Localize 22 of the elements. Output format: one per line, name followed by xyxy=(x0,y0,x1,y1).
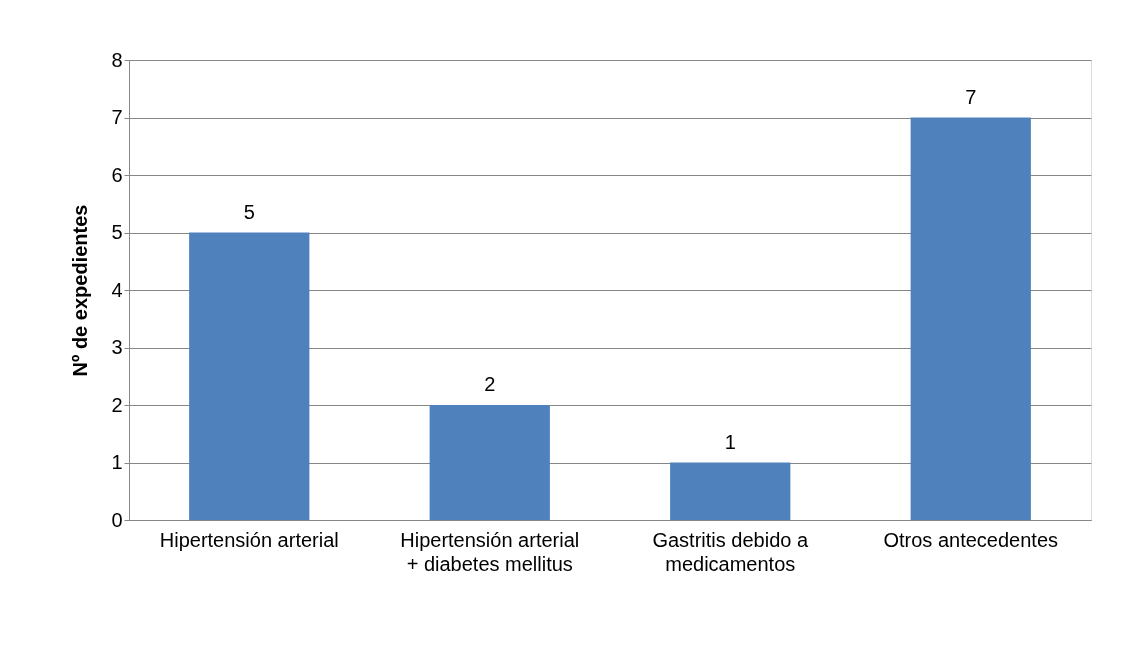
data-label: 7 xyxy=(965,85,977,108)
x-tick-label: Hipertensión arterial xyxy=(159,528,339,551)
y-tick-label: 0 xyxy=(111,508,123,531)
y-tick-label: 4 xyxy=(111,278,123,301)
bar xyxy=(189,232,310,520)
bar xyxy=(670,462,791,520)
y-tick-label: 6 xyxy=(111,163,123,186)
bar xyxy=(429,405,550,520)
x-tick-label: Gastritis debido a medicamentos xyxy=(652,528,809,575)
bar xyxy=(910,117,1031,520)
y-tick-label: 3 xyxy=(111,336,123,358)
y-tick-label: 5 xyxy=(111,221,123,243)
y-tick-label: 7 xyxy=(111,106,123,128)
y-tick-label: 8 xyxy=(111,48,123,71)
data-label: 2 xyxy=(484,373,496,395)
y-tick-label: 1 xyxy=(111,451,123,473)
y-axis-title: Nº de expedientes xyxy=(69,204,92,377)
data-label: 1 xyxy=(724,430,736,453)
x-tick-label: Otros antecedentes xyxy=(883,528,1059,551)
x-tick-label: Hipertensión arterial + diabetes mellitus xyxy=(400,528,580,575)
data-label: 5 xyxy=(243,200,255,223)
y-tick-label: 2 xyxy=(111,393,123,416)
